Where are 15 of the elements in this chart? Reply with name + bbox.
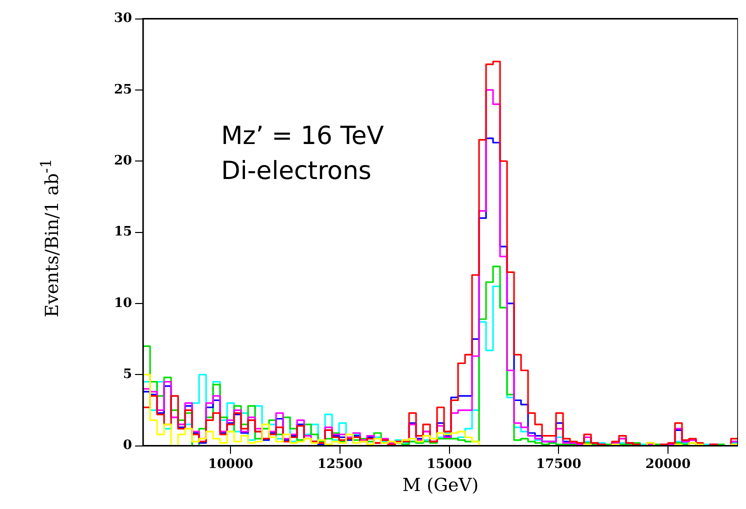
annotation: Di-electrons	[221, 156, 372, 185]
x-tick-label: 15000	[426, 456, 472, 472]
y-tick-label: 15	[114, 224, 132, 240]
x-axis-title: M (GeV)	[402, 474, 479, 496]
x-tick-label: 17500	[536, 456, 582, 472]
y-tick-label: 30	[114, 11, 132, 26]
x-tick-label: 20000	[645, 456, 691, 472]
y-tick-label: 0	[123, 438, 132, 454]
x-tick-label: 10000	[208, 456, 254, 472]
y-tick-label: 5	[123, 367, 132, 382]
x-tick-label: 12500	[317, 456, 363, 472]
y-tick-label: 10	[114, 296, 132, 311]
y-tick-label: 20	[114, 154, 132, 169]
annotation: Mz’ = 16 TeV	[221, 120, 384, 150]
y-tick-label: 25	[114, 82, 132, 98]
